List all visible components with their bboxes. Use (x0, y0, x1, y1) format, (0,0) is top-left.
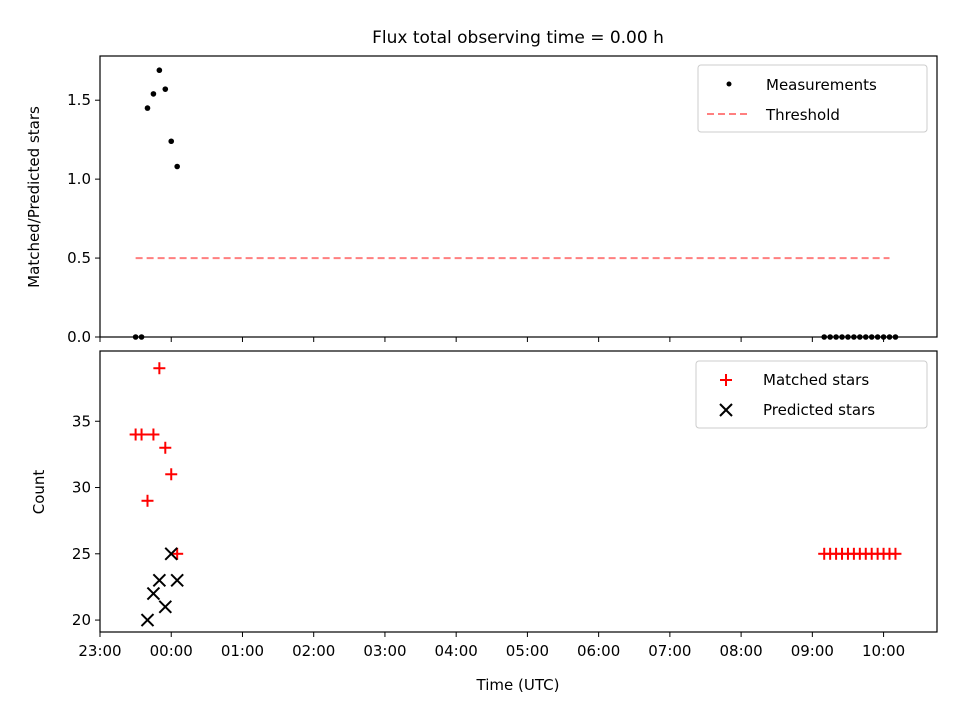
top-y-tick-label: 1.5 (67, 91, 91, 109)
top-legend: Measurements Threshold (697, 64, 928, 133)
legend-measurements-marker (726, 81, 732, 87)
predicted-star-point (146, 586, 161, 601)
top-y-tick-label: 0.5 (67, 249, 91, 267)
bottom-y-tick-label: 25 (72, 545, 91, 563)
matched-star-point (153, 362, 166, 375)
legend-measurements-label: Measurements (766, 76, 877, 94)
measurement-point (162, 86, 169, 92)
measurement-point (174, 163, 180, 170)
matched-star-point (141, 494, 154, 507)
bottom-y-tick-label: 20 (72, 611, 91, 629)
predicted-star-point (170, 573, 184, 588)
measurement-point (144, 105, 151, 111)
chart-title: Flux total observing time = 0.00 h (372, 28, 664, 48)
bottom-legend-box (695, 360, 928, 429)
top-y-axis-label: Matched/Predicted stars (25, 106, 43, 288)
bottom-legend: Matched stars Predicted stars (695, 360, 928, 429)
matched-star-point (159, 441, 172, 454)
top-panel: 0.0 0.5 1.0 1.5 Matched/Predicted stars Mea… (25, 55, 938, 346)
legend-threshold-label: Threshold (765, 106, 840, 124)
predicted-star-point (152, 573, 167, 588)
x-tick-label: 09:00 (791, 642, 834, 660)
x-tick-label: 00:00 (150, 642, 193, 660)
x-tick-label: 08:00 (719, 642, 762, 660)
top-legend-box (697, 64, 928, 133)
x-tick-label: 06:00 (577, 642, 620, 660)
legend-matched-label: Matched stars (763, 371, 869, 389)
x-tick-label: 03:00 (363, 642, 406, 660)
legend-predicted-label: Predicted stars (763, 401, 875, 419)
legend-predicted-marker (719, 403, 733, 417)
x-tick-label: 01:00 (221, 642, 264, 660)
matched-star-point (147, 428, 160, 441)
bottom-y-tick-label: 35 (72, 412, 91, 430)
bottom-y-tick-label: 30 (72, 479, 91, 497)
x-axis-label: Time (UTC) (476, 676, 560, 694)
measurement-point (150, 91, 157, 97)
predicted-star-point (158, 600, 173, 614)
matched-star-point (135, 428, 148, 441)
x-tick-label: 04:00 (435, 642, 478, 660)
matched-star-point (171, 547, 184, 560)
x-tick-label: 05:00 (506, 642, 549, 660)
x-tick-label: 23:00 (78, 642, 121, 660)
x-tick-label: 10:00 (862, 642, 905, 660)
bottom-plot-frame (99, 350, 938, 633)
measurement-point (156, 67, 163, 74)
top-y-tick-label: 1.0 (67, 170, 91, 188)
measurement-point (168, 138, 175, 145)
top-plot-frame (99, 55, 938, 338)
matched-star-point (889, 547, 902, 560)
x-tick-label: 02:00 (292, 642, 335, 660)
predicted-star-point (164, 547, 178, 561)
top-y-tick-label: 0.0 (67, 328, 91, 346)
bottom-panel: 20 25 30 35 23:00 00:00 01:00 02:00 03:00 04:00 05… (30, 350, 938, 694)
predicted-star-point (140, 613, 155, 627)
legend-matched-marker (720, 374, 732, 386)
matched-star-point (165, 468, 178, 481)
bottom-y-axis-label: Count (30, 470, 48, 515)
x-tick-label: 07:00 (648, 642, 691, 660)
